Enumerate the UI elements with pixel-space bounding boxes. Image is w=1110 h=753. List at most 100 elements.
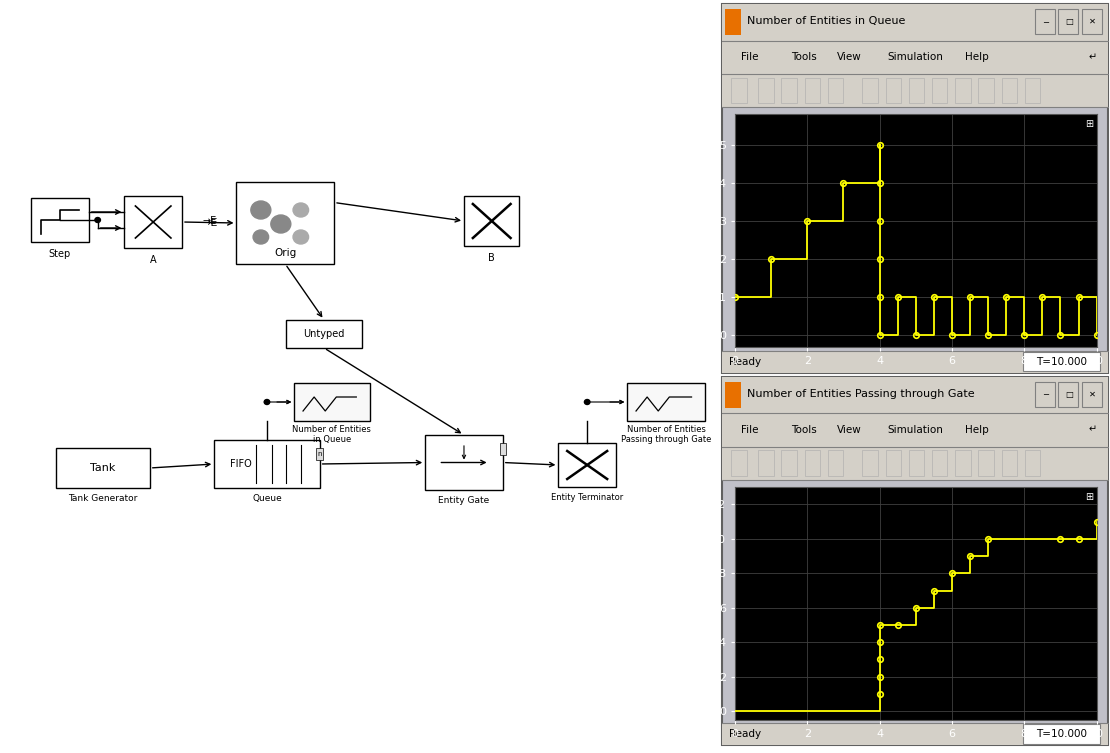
Text: B: B [488, 253, 495, 263]
Text: □: □ [1066, 17, 1073, 26]
Bar [781, 78, 797, 103]
Bar [1001, 78, 1017, 103]
Text: Help: Help [965, 425, 989, 434]
Text: Number of Entities in Queue: Number of Entities in Queue [747, 17, 905, 26]
Bar [722, 74, 1108, 107]
Text: Number of Entities
Passing through Gate: Number of Entities Passing through Gate [620, 425, 712, 444]
Bar [886, 78, 901, 103]
Bar [758, 78, 774, 103]
Bar [1081, 9, 1101, 34]
Bar [425, 435, 503, 490]
Text: Number of Entities
in Queue: Number of Entities in Queue [292, 425, 372, 444]
Circle shape [293, 230, 309, 244]
Bar [909, 78, 925, 103]
Bar [1022, 352, 1100, 371]
Bar [294, 383, 370, 421]
Text: Tools: Tools [791, 52, 817, 62]
Bar [722, 724, 1108, 745]
Text: Number of Entities Passing through Gate: Number of Entities Passing through Gate [747, 389, 975, 399]
Text: Simulation: Simulation [888, 52, 943, 62]
Circle shape [584, 400, 591, 404]
Text: Entity Gate: Entity Gate [438, 496, 490, 505]
Text: Help: Help [965, 52, 989, 62]
Bar [978, 78, 993, 103]
Bar [1001, 450, 1017, 476]
Bar [500, 443, 506, 455]
Text: Orig: Orig [274, 248, 296, 258]
Bar [627, 383, 705, 421]
Bar [124, 196, 182, 248]
Bar [781, 450, 797, 476]
Bar [1036, 9, 1056, 34]
Text: Step: Step [49, 249, 71, 259]
Text: ↵: ↵ [1088, 425, 1097, 434]
Text: ─: ─ [1043, 17, 1049, 26]
Bar [558, 443, 616, 487]
Bar [805, 450, 820, 476]
Text: Tank: Tank [90, 463, 115, 473]
Text: Queue: Queue [252, 494, 282, 503]
Text: Tools: Tools [791, 425, 817, 434]
Bar [731, 78, 747, 103]
Text: View: View [837, 425, 862, 434]
Text: ✕: ✕ [1089, 390, 1096, 398]
Circle shape [264, 400, 270, 404]
Bar [1025, 450, 1040, 476]
Bar [316, 448, 323, 460]
Bar [464, 196, 519, 246]
Circle shape [95, 218, 101, 222]
Text: FIFO: FIFO [230, 459, 252, 469]
Bar [214, 440, 320, 488]
Bar [722, 351, 1108, 373]
Text: File: File [740, 425, 758, 434]
Text: ↵: ↵ [1088, 52, 1097, 62]
Bar [722, 41, 1108, 74]
Bar [722, 413, 1108, 447]
Text: Tank Generator: Tank Generator [68, 494, 138, 503]
Bar [978, 450, 993, 476]
Text: T=10.000: T=10.000 [1036, 730, 1087, 739]
Text: ─: ─ [1043, 390, 1049, 398]
Bar [828, 78, 844, 103]
Bar [886, 450, 901, 476]
Bar [862, 78, 878, 103]
Bar [909, 450, 925, 476]
Text: n: n [317, 451, 322, 457]
Bar [722, 4, 1108, 41]
Bar [731, 450, 747, 476]
Bar [722, 376, 1108, 413]
Bar [1036, 382, 1056, 407]
Text: A: A [150, 255, 157, 265]
Bar [722, 447, 1108, 480]
Text: Entity Terminator: Entity Terminator [551, 493, 624, 502]
Circle shape [253, 230, 269, 244]
Text: ⊞: ⊞ [1084, 492, 1093, 501]
Circle shape [271, 215, 291, 233]
Bar [1025, 78, 1040, 103]
Bar [758, 450, 774, 476]
Text: →E: →E [201, 218, 218, 228]
Circle shape [293, 203, 309, 217]
Circle shape [251, 201, 271, 219]
Text: Ready: Ready [729, 730, 761, 739]
Text: File: File [740, 52, 758, 62]
Bar [725, 9, 740, 35]
Bar [1058, 382, 1079, 407]
Text: Untyped: Untyped [303, 329, 345, 339]
Bar [236, 182, 334, 264]
Text: ⊞: ⊞ [1084, 119, 1093, 129]
Bar [956, 450, 970, 476]
Text: Simulation: Simulation [888, 425, 943, 434]
Bar [1058, 9, 1079, 34]
Bar [805, 78, 820, 103]
Bar [956, 78, 970, 103]
Text: T=10.000: T=10.000 [1036, 357, 1087, 367]
Text: View: View [837, 52, 862, 62]
Bar [932, 450, 948, 476]
Bar [286, 320, 362, 348]
Bar [932, 78, 948, 103]
Bar [828, 450, 844, 476]
Bar [1022, 724, 1100, 744]
Text: Ready: Ready [729, 357, 761, 367]
Bar [31, 198, 89, 242]
